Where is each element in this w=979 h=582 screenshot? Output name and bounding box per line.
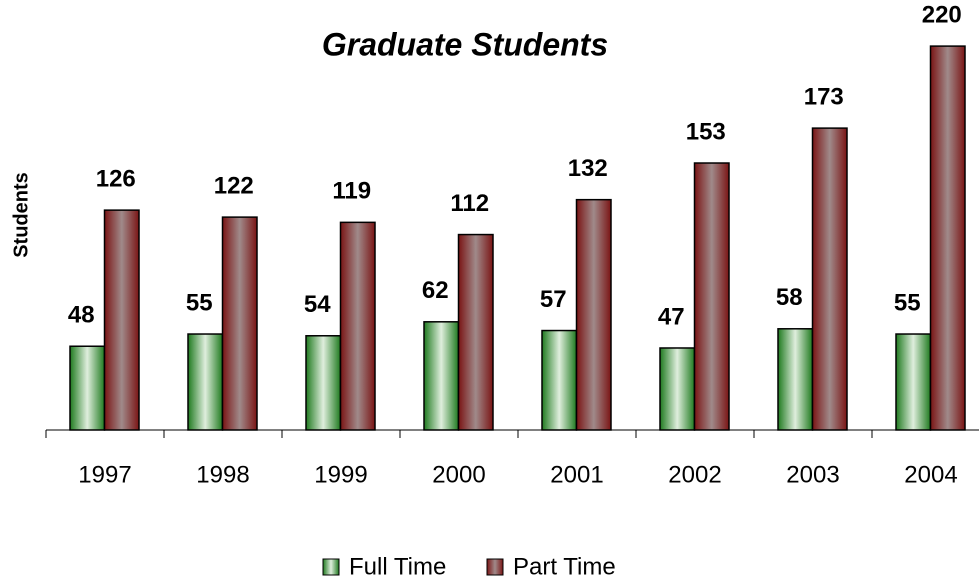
legend-swatch: [486, 558, 504, 576]
data-label: 57: [540, 286, 567, 313]
x-tick-label: 2002: [668, 461, 721, 488]
data-label: 48: [68, 302, 95, 329]
legend-label: Full Time: [349, 553, 446, 580]
data-label: 132: [568, 155, 608, 182]
data-label: 173: [804, 83, 844, 110]
x-tick-label: 2000: [432, 461, 485, 488]
data-label: 55: [186, 289, 213, 316]
bar: [895, 333, 932, 431]
data-label: 54: [304, 291, 331, 318]
y-axis-label: Students: [10, 172, 32, 258]
data-label: 62: [422, 277, 449, 304]
data-label: 58: [776, 284, 803, 311]
x-tick-label: 2004: [904, 461, 957, 488]
bar: [69, 345, 106, 431]
bar: [187, 333, 224, 431]
data-label: 220: [922, 1, 962, 28]
data-label: 126: [96, 165, 136, 192]
x-tick-label: 1998: [196, 461, 249, 488]
bar: [103, 209, 140, 431]
data-label: 153: [686, 118, 726, 145]
bar: [305, 335, 342, 431]
legend-label: Part Time: [513, 553, 616, 580]
chart-title: Graduate Students: [322, 26, 608, 62]
bar: [777, 328, 814, 431]
data-label: 55: [894, 289, 921, 316]
bar: [221, 216, 258, 431]
data-label: 47: [658, 303, 685, 330]
bar: [339, 221, 376, 431]
bar: [457, 233, 494, 431]
bar: [929, 45, 966, 431]
x-tick-label: 1999: [314, 461, 367, 488]
data-label: 112: [450, 190, 489, 217]
bar: [659, 347, 696, 431]
bar: [541, 329, 578, 431]
x-tick-label: 1997: [78, 461, 131, 488]
x-tick-label: 2003: [786, 461, 839, 488]
bar: [811, 127, 848, 431]
data-label: 122: [214, 172, 254, 199]
x-tick-label: 2001: [550, 461, 603, 488]
bar: [423, 321, 460, 431]
bar: [575, 198, 612, 431]
bar: [693, 162, 730, 431]
data-label: 119: [332, 178, 371, 205]
legend-swatch: [322, 558, 340, 576]
